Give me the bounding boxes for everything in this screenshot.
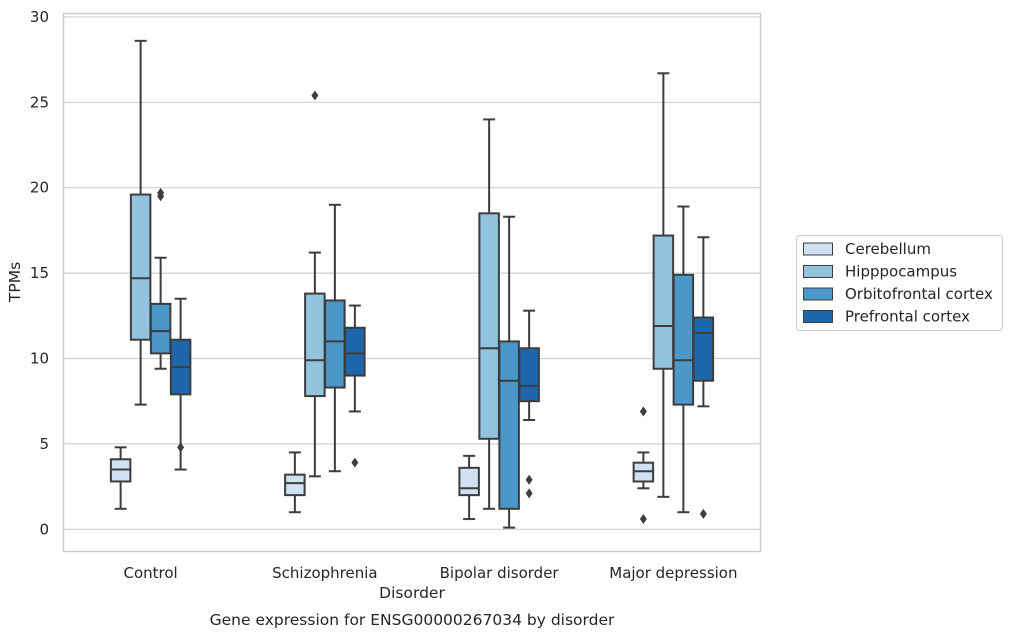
legend-label: Cerebellum xyxy=(845,240,931,258)
box-group xyxy=(692,236,715,519)
y-axis-label: TPMs xyxy=(6,262,24,303)
outlier-point xyxy=(699,508,707,519)
series-group xyxy=(129,39,675,510)
box-group xyxy=(478,118,500,510)
box-group xyxy=(129,39,152,406)
iqr-box xyxy=(344,326,366,377)
y-tick-label: 5 xyxy=(39,435,49,453)
legend-swatch xyxy=(803,242,833,256)
legend-items: Cerebellum Hipppocampus Orbitofrontal cort… xyxy=(803,240,993,326)
legend-label: Orbitofrontal cortex xyxy=(845,285,993,303)
plot-area-frame xyxy=(62,12,762,553)
outlier-point xyxy=(311,90,319,101)
iqr-box xyxy=(692,316,715,382)
legend: Cerebellum Hipppocampus Orbitofrontal cort… xyxy=(796,235,1003,331)
outlier-point xyxy=(351,457,359,468)
legend-swatch xyxy=(803,310,833,323)
box-group xyxy=(109,446,132,510)
box-group xyxy=(652,72,675,498)
iqr-box xyxy=(284,473,306,497)
iqr-box xyxy=(149,302,172,355)
box-group xyxy=(324,203,346,473)
iqr-box xyxy=(324,299,346,389)
box-group xyxy=(284,451,306,514)
x-tick-label: Major depression xyxy=(609,564,737,582)
box-group xyxy=(304,90,326,478)
box-group xyxy=(344,304,366,468)
iqr-box xyxy=(458,466,480,497)
series-group xyxy=(149,187,695,529)
y-tick-label: 10 xyxy=(30,350,49,368)
legend-swatch xyxy=(803,265,833,278)
legend-label: Hipppocampus xyxy=(845,263,957,281)
box-group xyxy=(169,297,192,471)
y-tick-label: 20 xyxy=(30,179,49,197)
outlier-point xyxy=(525,488,533,499)
box-group xyxy=(458,454,480,521)
box-group xyxy=(672,205,695,514)
legend-item: Cerebellum xyxy=(803,240,931,258)
outlier-point xyxy=(177,442,185,453)
iqr-box xyxy=(518,347,540,403)
outlier-point xyxy=(639,406,647,417)
legend-item: Prefrontal cortex xyxy=(803,308,970,326)
legend-item: Hipppocampus xyxy=(803,263,957,281)
box-group xyxy=(632,406,655,525)
x-tick-label: Schizophrenia xyxy=(272,564,377,582)
x-tick-labels: Control Schizophrenia Bipolar disorder Majo… xyxy=(124,564,738,582)
box-groups xyxy=(109,39,715,529)
outlier-point xyxy=(525,474,533,485)
chart-caption: Gene expression for ENSG00000267034 by d… xyxy=(210,611,615,629)
legend-label: Prefrontal cortex xyxy=(845,308,970,326)
x-tick-label: Control xyxy=(124,564,178,582)
legend-frame xyxy=(796,235,1003,331)
outlier-point xyxy=(157,187,165,198)
x-tick-label: Bipolar disorder xyxy=(440,564,560,582)
iqr-box xyxy=(498,340,520,510)
x-axis-label: Disorder xyxy=(379,584,445,602)
y-tick-labels: 0 5 10 15 20 25 30 xyxy=(30,8,49,538)
legend-item: Orbitofrontal cortex xyxy=(803,285,993,303)
box-group xyxy=(149,187,172,370)
iqr-box xyxy=(129,193,152,341)
iqr-box xyxy=(304,292,326,398)
y-tick-label: 0 xyxy=(39,520,49,538)
y-tick-label: 15 xyxy=(30,264,49,282)
legend-swatch xyxy=(803,287,833,301)
box-group xyxy=(518,309,540,499)
y-tick-label: 30 xyxy=(30,8,49,26)
series-group xyxy=(109,406,655,525)
outlier-point xyxy=(639,514,647,525)
iqr-box xyxy=(652,234,675,370)
series-group xyxy=(169,236,715,519)
iqr-box xyxy=(478,212,500,440)
y-tick-label: 25 xyxy=(30,93,49,111)
box-group xyxy=(498,215,520,529)
iqr-box xyxy=(672,273,695,406)
